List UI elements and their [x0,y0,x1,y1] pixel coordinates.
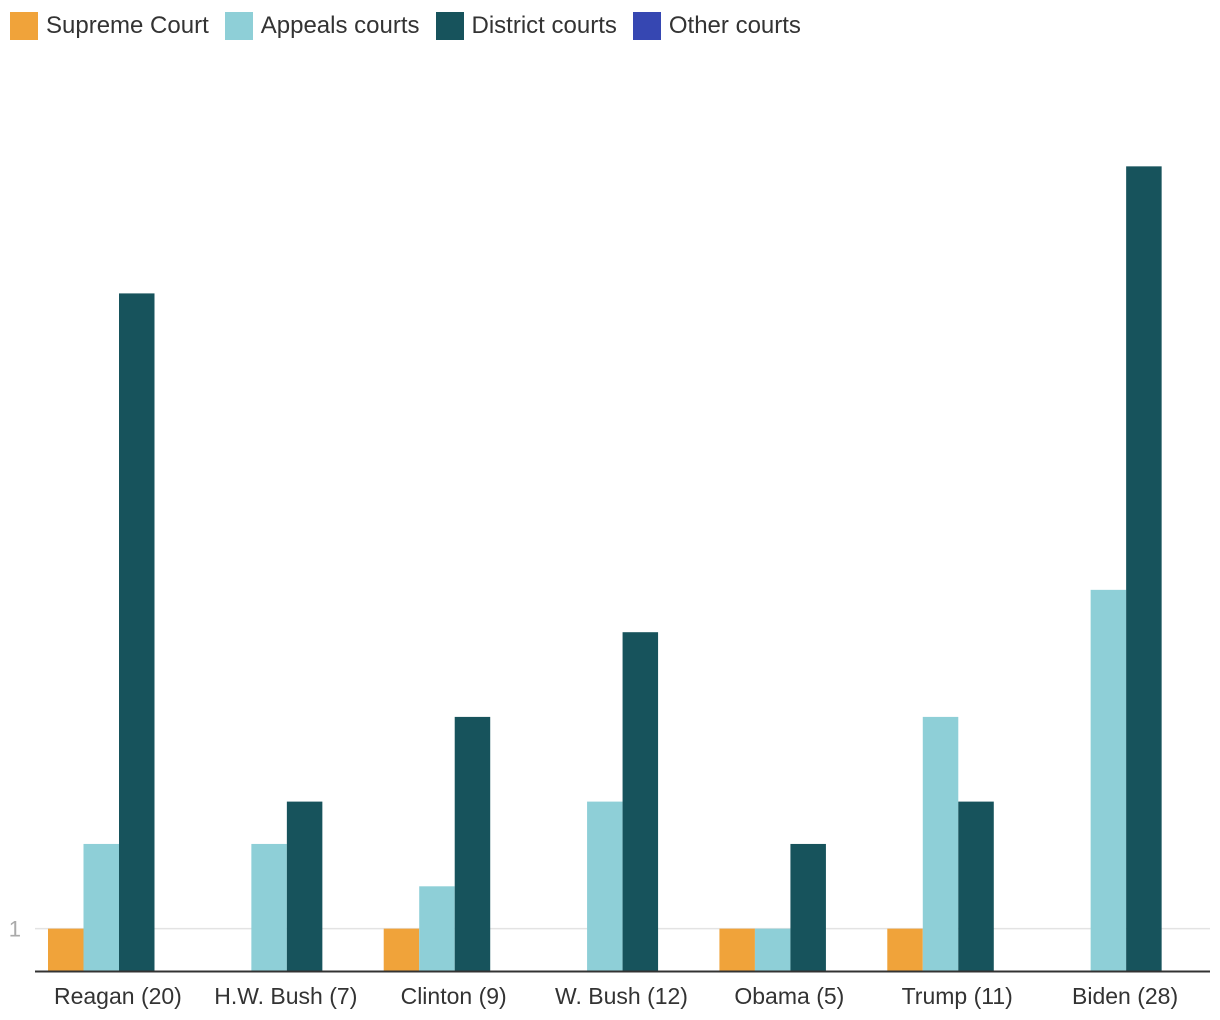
bar-appeals-courts-2 [419,886,455,971]
bar-supreme-court-5 [887,928,923,971]
bar-district-courts-2 [454,716,491,971]
x-tick-label: Trump (11) [902,983,1013,1009]
bar-district-courts-1 [286,801,323,971]
legend-label-appeals-courts: Appeals courts [260,12,420,39]
bar-supreme-court-4 [719,928,755,971]
legend-swatch-other-courts [632,12,661,40]
bar-appeals-courts-5 [922,716,959,971]
bar-district-courts-5 [958,801,994,971]
x-tick-label: W. Bush (12) [555,983,688,1009]
legend-label-district-courts: District courts [471,12,617,39]
legend-swatch-appeals-courts [224,12,253,40]
bar-appeals-courts-1 [251,843,287,971]
bar-district-courts-4 [790,843,826,971]
bar-district-courts-0 [119,293,155,971]
bar-appeals-courts-6 [1090,589,1127,971]
bar-supreme-court-2 [383,928,420,971]
chart-legend: Supreme Court Appeals courts District co… [10,10,817,42]
legend-item-supreme-court[interactable]: Supreme Court [10,12,209,40]
legend-item-appeals-courts[interactable]: Appeals courts [224,12,420,40]
x-tick-label: Biden (28) [1072,983,1178,1009]
bar-appeals-courts-3 [587,801,623,971]
legend-label-other-courts: Other courts [668,12,801,39]
x-tick-label: Reagan (20) [54,983,182,1009]
bar-district-courts-6 [1126,166,1162,972]
bar-supreme-court-0 [48,928,84,971]
legend-swatch-district-courts [435,12,464,40]
legend-item-other-courts[interactable]: Other courts [632,12,801,40]
x-tick-label: Clinton (9) [401,983,507,1009]
y-tick-label: 1 [9,917,21,942]
x-tick-label: Obama (5) [734,983,844,1009]
legend-label-supreme-court: Supreme Court [46,12,209,39]
legend-swatch-supreme-court [10,12,38,40]
x-tick-label: H.W. Bush (7) [214,983,357,1009]
bar-appeals-courts-0 [83,843,119,971]
legend-item-district-courts[interactable]: District courts [435,12,617,40]
bar-appeals-courts-4 [754,928,791,971]
bar-district-courts-3 [622,632,659,971]
